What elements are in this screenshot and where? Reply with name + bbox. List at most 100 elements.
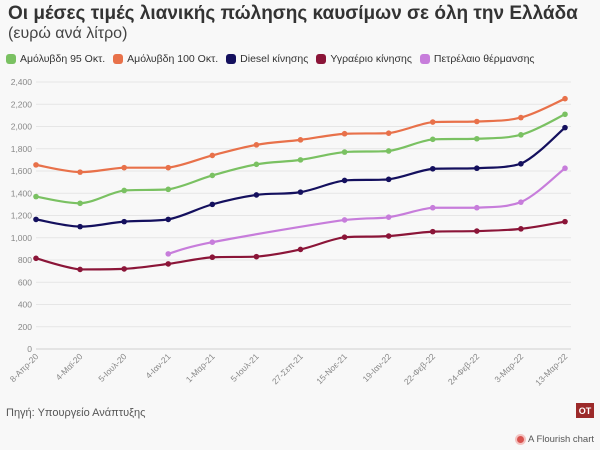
- series-point-2: [562, 124, 568, 131]
- series-point-1: [121, 164, 127, 171]
- x-tick-label: 4-Μαϊ-20: [54, 351, 85, 382]
- series-point-4: [562, 165, 568, 172]
- chart-subtitle: (ευρώ ανά λίτρο): [8, 25, 128, 42]
- y-tick-label: 1,000: [11, 233, 33, 243]
- series-point-2: [518, 160, 524, 167]
- series-point-4: [474, 204, 480, 211]
- legend-swatch: [226, 54, 237, 64]
- series-point-1: [253, 142, 260, 148]
- series-point-1: [429, 119, 436, 125]
- chart-title: Οι μέσες τιμές λιανικής πώλησης καυσίμων…: [8, 3, 578, 24]
- line-chart: 0 200 400 600 800 1,000 1,200 1,400 1,600 1,800 2,…: [8, 77, 571, 388]
- series-point-0: [562, 111, 568, 118]
- series-point-2: [474, 165, 480, 172]
- legend: Αμόλυβδη 95 Οκτ. Αμόλυβδη 100 Οκτ. Diese…: [6, 53, 596, 65]
- series-point-3: [77, 266, 83, 273]
- series-point-1: [165, 164, 172, 171]
- series-point-3: [121, 266, 127, 272]
- series-point-2: [253, 192, 260, 198]
- series-point-4: [429, 204, 436, 211]
- series-point-4: [341, 217, 348, 223]
- series-point-0: [121, 187, 127, 194]
- x-tick-label: 19-Ιαν-22: [360, 351, 393, 384]
- series-point-3: [165, 261, 172, 267]
- series-point-1: [518, 114, 524, 121]
- series-point-0: [341, 149, 348, 155]
- series-point-0: [165, 186, 172, 193]
- y-tick-label: 800: [18, 255, 32, 265]
- legend-item-unleaded-95[interactable]: Αμόλυβδη 95 Οκτ.: [6, 53, 105, 65]
- ot-logo: OT: [576, 403, 594, 418]
- legend-label: Αμόλυβδη 95 Οκτ.: [20, 53, 106, 65]
- y-tick-label: 2,000: [11, 122, 33, 132]
- series-point-3: [385, 233, 392, 239]
- x-tick-label: 27-Σεπ-21: [270, 351, 305, 386]
- legend-label: Πετρέλαιο θέρμανσης: [433, 53, 535, 65]
- legend-swatch: [419, 54, 430, 64]
- y-tick-label: 1,400: [11, 188, 33, 198]
- legend-item-heating-oil[interactable]: Πετρέλαιο θέρμανσης: [419, 53, 535, 65]
- series-point-3: [33, 255, 39, 262]
- series-point-3: [341, 234, 348, 240]
- series-point-0: [474, 135, 480, 142]
- legend-swatch: [316, 54, 327, 64]
- flourish-icon: [517, 436, 524, 443]
- y-tick-label: 0: [27, 344, 32, 354]
- y-tick-label: 2,400: [11, 77, 33, 87]
- series-point-1: [341, 130, 348, 137]
- series-point-0: [33, 193, 39, 200]
- x-tick-label: 4-Ιαν-21: [143, 351, 172, 380]
- series-point-1: [33, 162, 39, 168]
- legend-label: Αμόλυβδη 100 Οκτ.: [127, 53, 219, 65]
- series-point-2: [341, 177, 348, 184]
- flourish-label: A Flourish chart: [528, 434, 594, 445]
- y-tick-label: 200: [18, 322, 32, 332]
- series-line-3: [35, 220, 566, 271]
- y-tick-label: 400: [18, 300, 32, 310]
- legend-item-diesel[interactable]: Diesel κίνησης: [226, 53, 308, 65]
- legend-item-unleaded-100[interactable]: Αμόλυβδη 100 Οκτ.: [113, 53, 218, 65]
- legend-item-lpg[interactable]: Υγραέριο κίνησης: [316, 53, 412, 65]
- series-point-0: [77, 200, 83, 207]
- series-point-1: [474, 118, 480, 125]
- series-point-0: [429, 136, 436, 143]
- series-point-3: [297, 246, 304, 253]
- x-tick-label: 1-Μαρ-21: [184, 351, 217, 384]
- series-point-2: [165, 216, 172, 223]
- y-tick-label: 2,200: [11, 99, 33, 109]
- series-point-2: [77, 223, 83, 230]
- series-point-2: [209, 201, 216, 208]
- series-point-1: [297, 137, 304, 143]
- flourish-link[interactable]: A Flourish chart: [517, 434, 594, 445]
- series-point-4: [165, 251, 172, 257]
- legend-label: Diesel κίνησης: [240, 53, 309, 65]
- x-tick-label: 3-Μαρ-22: [492, 351, 525, 384]
- legend-swatch: [6, 54, 16, 64]
- y-tick-label: 1,600: [11, 166, 33, 176]
- y-tick-label: 1,800: [11, 144, 33, 154]
- x-tick-label: 13-Μαρ-22: [533, 351, 570, 388]
- series-point-1: [385, 130, 392, 136]
- series-point-3: [562, 218, 568, 225]
- series-point-1: [209, 152, 216, 159]
- series-point-4: [209, 239, 216, 245]
- series-point-3: [429, 228, 436, 235]
- series-point-3: [518, 226, 524, 232]
- source-note: Πηγή: Υπουργείο Ανάπτυξης: [6, 407, 146, 419]
- x-tick-label: 15-Νοε-21: [314, 351, 349, 386]
- x-tick-label: 24-Φεβ-22: [446, 351, 482, 387]
- legend-swatch: [113, 54, 124, 64]
- series-point-3: [474, 228, 480, 234]
- x-tick-label: 5-Ιουλ-20: [96, 351, 129, 384]
- series-line-4: [167, 167, 566, 255]
- x-tick-label: 5-Ιουλ-21: [228, 351, 261, 384]
- series-point-0: [209, 172, 216, 179]
- series-point-4: [385, 214, 392, 220]
- x-tick-label: 22-Φεβ-22: [402, 351, 438, 387]
- y-tick-label: 600: [18, 277, 32, 287]
- series-point-4: [518, 199, 524, 205]
- y-tick-label: 1,200: [11, 211, 33, 221]
- series-point-0: [518, 132, 524, 138]
- series-point-2: [385, 176, 392, 183]
- series-point-2: [297, 189, 304, 195]
